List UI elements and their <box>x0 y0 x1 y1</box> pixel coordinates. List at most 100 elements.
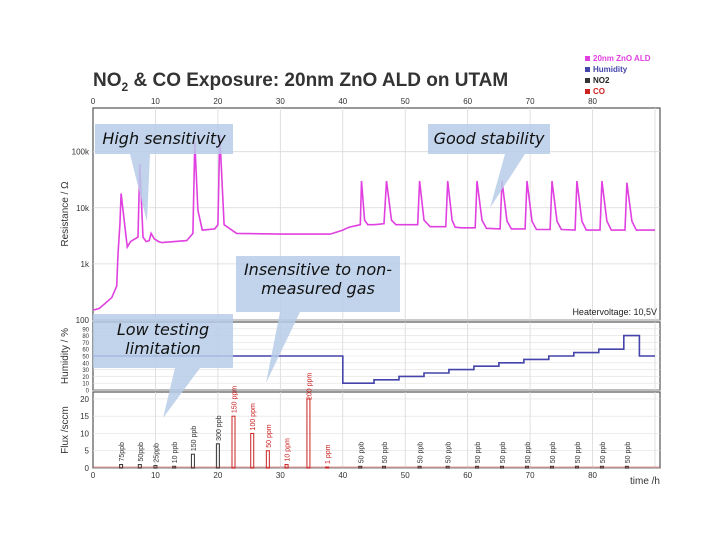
callout-high-sensitivity: High sensitivity <box>102 129 226 148</box>
legend-entry: 20nm ZnO ALD <box>585 53 650 64</box>
y-tick-label: 60 <box>82 348 89 354</box>
flux-bar-label: 50 ppb <box>382 442 389 464</box>
legend-label: NO2 <box>593 76 610 85</box>
callout-box-insensitive <box>236 256 400 312</box>
x-tick-label-top: 0 <box>91 97 96 106</box>
flux-bar-label: 50 ppb <box>625 442 632 464</box>
humidity-series-line <box>93 334 655 384</box>
flux-bar-label: 1 ppm <box>325 444 332 464</box>
callout-pointer-insensitive <box>266 312 300 383</box>
legend-entry: Humidity <box>585 64 650 75</box>
flux-bar-label: 50 ppb <box>550 442 557 464</box>
y-tick-label: 0 <box>85 464 90 473</box>
flux-bar <box>231 415 236 469</box>
legend-entry: NO2 <box>585 75 650 86</box>
legend-swatch <box>585 67 590 72</box>
y-tick-label: 15 <box>80 412 89 421</box>
flux-bar-label: 10 ppm <box>285 438 292 462</box>
x-tick-label-top: 70 <box>526 97 535 106</box>
flux-bar <box>265 450 270 469</box>
flux-bar-label: 50 ppm <box>266 424 273 448</box>
x-tick-label: 10 <box>151 471 160 480</box>
flux-bar-label: 50 ppb <box>358 442 365 464</box>
callout-pointer-high-sensitivity <box>130 154 150 222</box>
y-tick-label: 100 <box>76 316 90 325</box>
y-tick-label: 20 <box>82 375 89 381</box>
callout-box-high-sensitivity <box>95 124 233 154</box>
callout-box-low-limit <box>93 314 233 368</box>
x-tick-label-top: 60 <box>463 97 472 106</box>
legend-label: Humidity <box>593 65 628 74</box>
x-tick-label: 60 <box>463 471 472 480</box>
x-tick-label-top: 20 <box>213 97 222 106</box>
callout-insensitive: Insensitive to non-measured gas <box>243 260 393 298</box>
flux-bar-label: 200 ppm <box>306 373 313 400</box>
y-tick-label: 70 <box>82 341 89 347</box>
legend-entry: CO <box>585 86 650 97</box>
legend-swatch <box>585 78 590 83</box>
flux-bar <box>137 464 142 469</box>
flux-bar <box>284 464 289 469</box>
y-tick-label: 10k <box>76 204 90 213</box>
x-tick-label: 40 <box>338 471 347 480</box>
y-tick-label: 5 <box>85 447 90 456</box>
flux-bar <box>215 443 220 469</box>
chart-title: NO2 & CO Exposure: 20nm ZnO ALD on UTAM <box>93 70 509 94</box>
callout-pointer-low-limit <box>163 368 200 418</box>
flux-bar-label: 10 ppb <box>172 442 179 464</box>
x-tick-label: 0 <box>91 471 96 480</box>
y-tick-label: 50 <box>82 355 89 361</box>
x-tick-label-top: 40 <box>338 97 347 106</box>
flux-bar <box>190 453 195 469</box>
x-tick-label: 20 <box>213 471 222 480</box>
y-tick-label: 40 <box>82 361 89 367</box>
callout-box-good-stability <box>428 124 550 154</box>
flux-bar-label: 150 ppm <box>232 386 239 413</box>
flux-bar-label: 150 ppb <box>191 426 198 451</box>
y-tick-label: 0 <box>86 389 90 395</box>
y-tick-label: 100k <box>72 148 90 157</box>
y-tick-label: 10 <box>82 382 89 388</box>
flux-bar-label: 300 ppb <box>216 415 223 440</box>
flux-bar-label: 50 ppb <box>446 442 453 464</box>
y-tick-label: 30 <box>82 368 89 374</box>
flux-bar-label: 100 ppm <box>250 403 257 430</box>
legend-swatch <box>585 89 590 94</box>
x-tick-label-top: 50 <box>401 97 410 106</box>
x-tick-label: 30 <box>276 471 285 480</box>
flux-bar-label: 50 ppb <box>475 442 482 464</box>
y-axis-label: Flux /sccm <box>60 406 71 454</box>
x-tick-label-top: 80 <box>588 97 597 106</box>
legend-label: CO <box>593 87 605 96</box>
y-tick-label: 1k <box>81 260 90 269</box>
y-axis-label: Resistance / Ω <box>60 181 71 247</box>
y-tick-label: 10 <box>80 429 89 438</box>
x-tick-label-top: 30 <box>276 97 285 106</box>
callout-pointer-good-stability <box>490 154 525 208</box>
flux-bar-label: 50 ppb <box>525 442 532 464</box>
y-axis-label: Humidity / % <box>60 328 71 384</box>
flux-bar-label: 25ppb <box>153 443 160 463</box>
resistance-series-line <box>92 134 655 311</box>
flux-bar-label: 75ppb <box>119 442 126 462</box>
flux-bar <box>119 464 124 469</box>
flux-bar <box>250 432 255 469</box>
flux-bar-label: 50ppb <box>138 442 145 462</box>
y-tick-label: 80 <box>82 334 89 340</box>
flux-bar-label: 50 ppb <box>418 442 425 464</box>
callout-good-stability: Good stability <box>433 129 545 148</box>
legend-label: 20nm ZnO ALD <box>593 54 651 63</box>
y-tick-label: 20 <box>80 395 89 404</box>
x-tick-label: 50 <box>401 471 410 480</box>
x-tick-label-top: 10 <box>151 97 160 106</box>
x-tick-label: 80 <box>588 471 597 480</box>
callout-low-limit: Low testing limitation <box>116 320 210 358</box>
x-axis-label: time /h <box>630 476 660 487</box>
flux-bar <box>306 398 311 469</box>
flux-bar-label: 50 ppb <box>575 442 582 464</box>
heater-voltage-annotation: Heatervoltage: 10,5V <box>572 307 657 317</box>
legend-swatch <box>585 56 590 61</box>
x-tick-label: 70 <box>526 471 535 480</box>
